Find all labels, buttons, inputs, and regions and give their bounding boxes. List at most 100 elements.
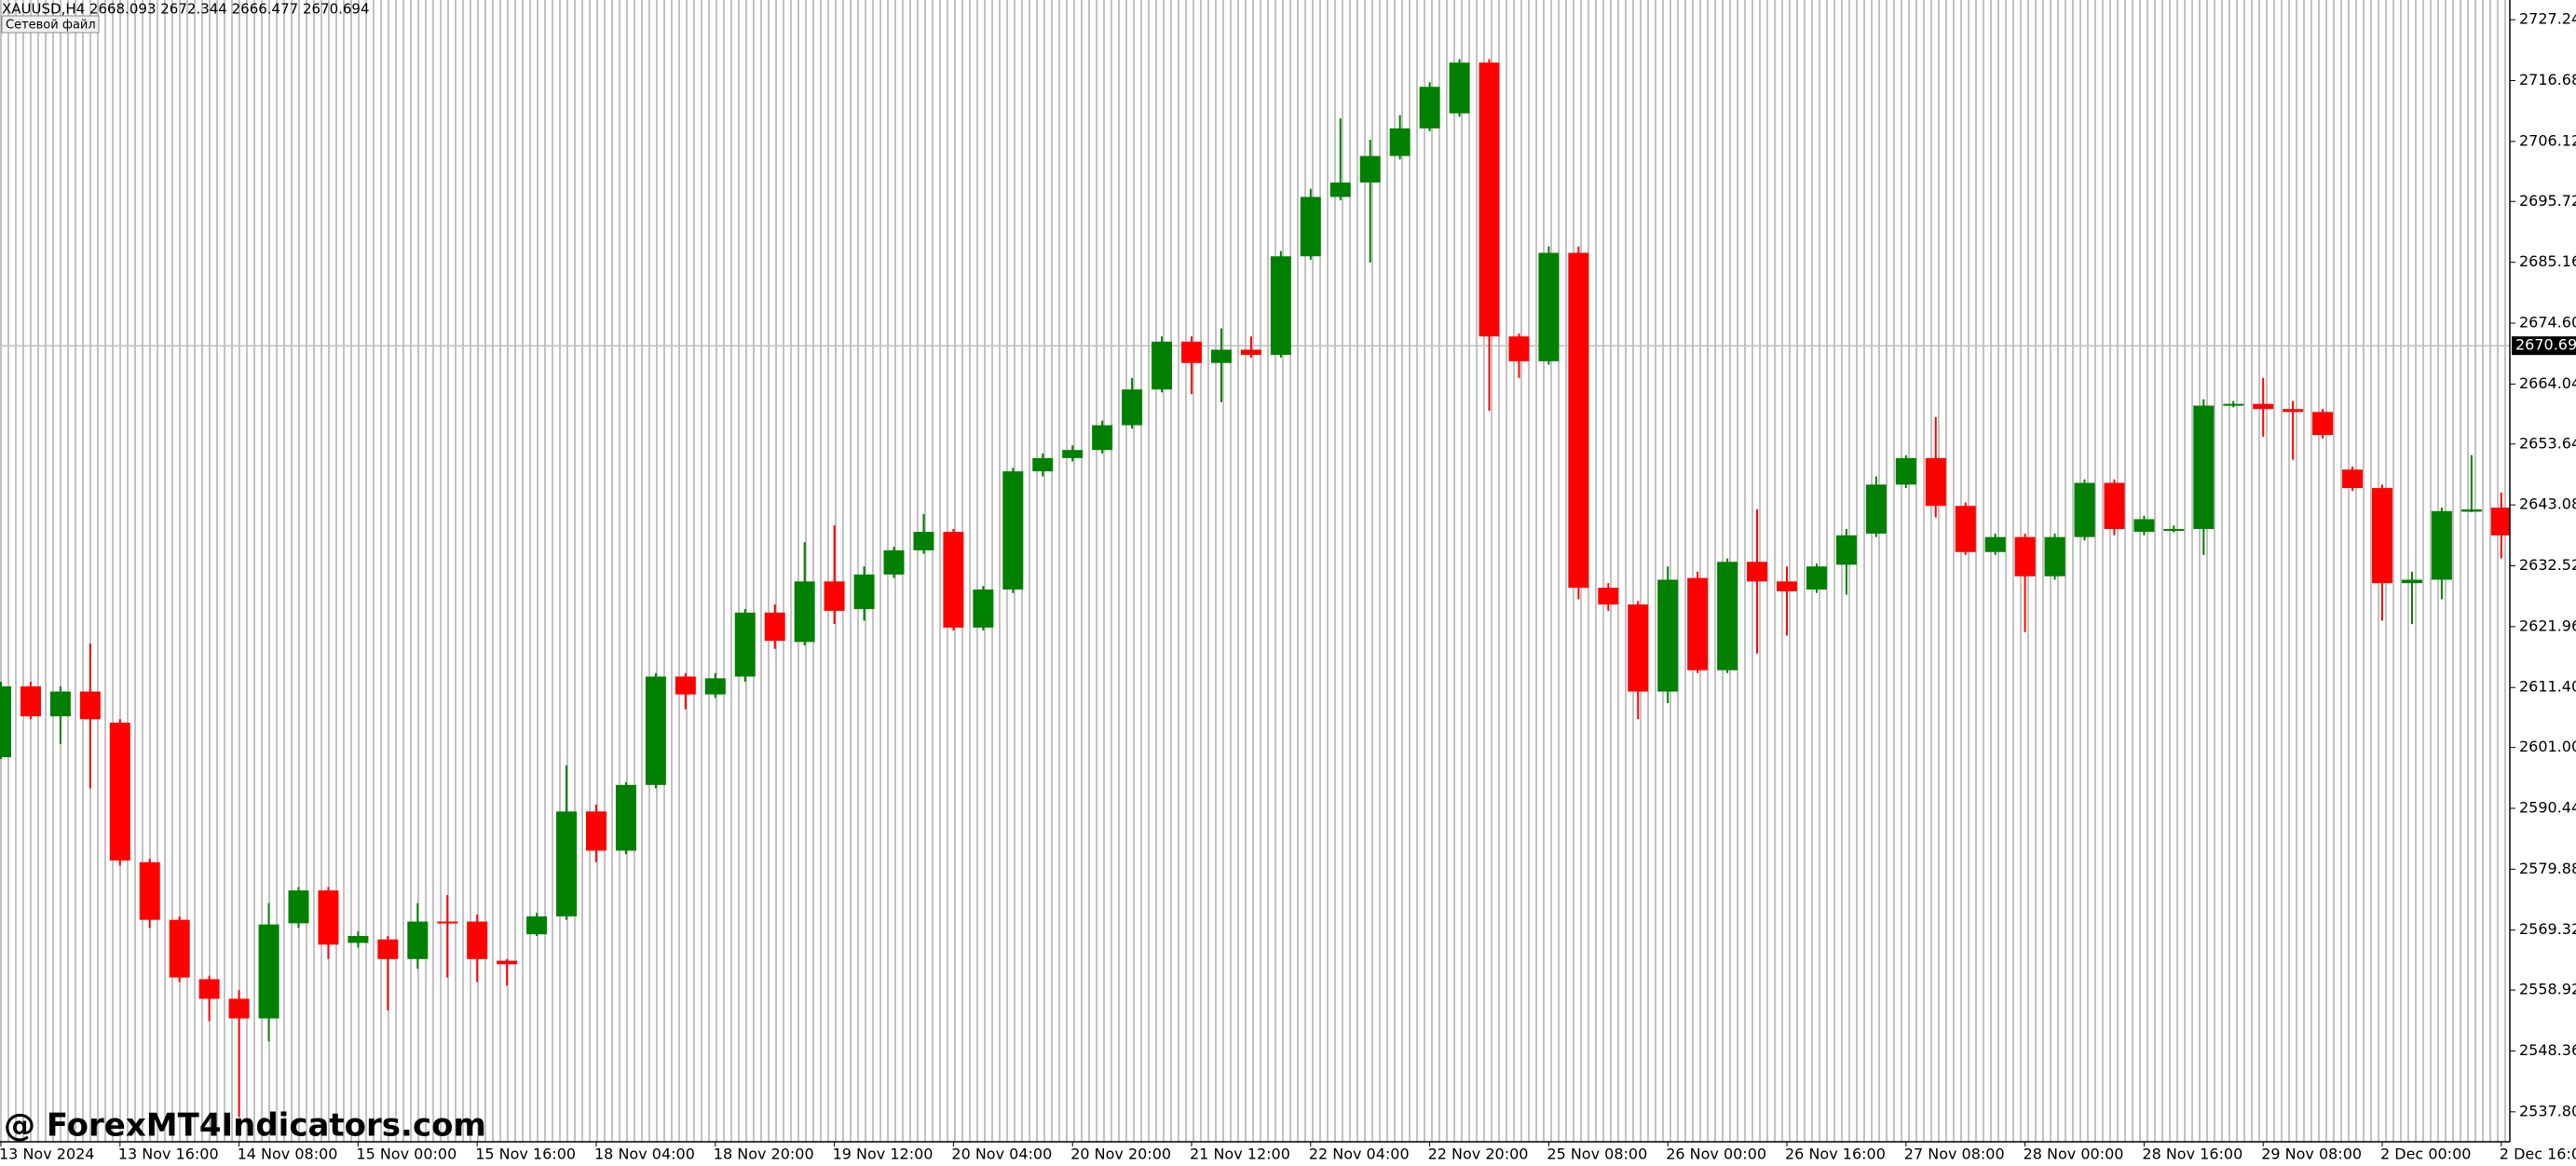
candle-body: [1865, 484, 1887, 534]
candle-body: [348, 936, 369, 943]
candle-body: [1032, 457, 1054, 472]
candle-body: [615, 784, 636, 851]
y-tick-label: 2674.600: [2519, 314, 2576, 332]
candle-body: [318, 890, 339, 945]
candle-body: [377, 939, 399, 959]
candle-body: [2014, 536, 2036, 576]
y-tick-label: 2716.680: [2519, 71, 2576, 88]
candle-body: [1598, 588, 1619, 605]
candle-body: [1925, 457, 1946, 507]
x-tick-label: 28 Nov 16:00: [2142, 1146, 2242, 1163]
candle-body: [943, 532, 964, 628]
x-tick-label: 18 Nov 20:00: [714, 1146, 814, 1163]
candle-body: [586, 811, 607, 851]
x-tick-label: 2 Dec 16:00: [2500, 1146, 2576, 1163]
y-tick-label: 2727.240: [2519, 10, 2576, 28]
x-tick-label: 13 Nov 2024: [0, 1146, 94, 1163]
candle-body: [1538, 252, 1560, 361]
x-tick-label: 27 Nov 08:00: [1904, 1146, 2005, 1163]
candle-body: [2490, 508, 2510, 536]
candle-body: [2074, 482, 2095, 537]
x-tick-label: 20 Nov 04:00: [951, 1146, 1052, 1163]
candle-body: [79, 691, 101, 720]
annotation-box: [1, 15, 100, 34]
x-tick-label: 14 Nov 08:00: [238, 1146, 338, 1163]
x-tick-label: 2 Dec 00:00: [2380, 1146, 2471, 1163]
watermark: @ ForexMT4Indicators.com: [4, 1107, 486, 1145]
candle-body: [824, 581, 845, 611]
candle-body: [407, 921, 429, 959]
candle-body: [198, 979, 220, 999]
candle-body: [1062, 450, 1084, 458]
candle-body: [1657, 579, 1679, 692]
candle-body: [913, 532, 934, 550]
candle-body: [556, 811, 578, 916]
candle-body: [1181, 341, 1202, 363]
candle-body: [2431, 510, 2452, 580]
candle-body: [1628, 604, 1649, 692]
candle-body: [2193, 405, 2215, 529]
candle-body: [734, 612, 756, 677]
candle-body: [1984, 536, 2006, 552]
x-tick-label: 29 Nov 08:00: [2261, 1146, 2362, 1163]
candle-body: [1508, 336, 1530, 361]
candle-body: [2253, 403, 2274, 410]
y-tick-label: 2579.880: [2519, 860, 2576, 877]
axis-layer: 2727.240 2716.680 2706.120 2695.720 2685.160…: [0, 10, 2576, 1163]
candle-body: [1806, 566, 1827, 590]
y-tick-label: 2621.960: [2519, 617, 2576, 634]
candle-body: [2223, 403, 2244, 406]
candle-body: [437, 921, 458, 924]
y-tick-label: 2611.400: [2519, 678, 2576, 696]
candle-body: [1717, 562, 1738, 671]
candle-body: [883, 549, 905, 575]
y-tick-label: 2590.440: [2519, 798, 2576, 816]
last-price-box: [2512, 336, 2576, 356]
last-price-label: 2670.694: [2515, 336, 2576, 354]
candle-body: [704, 678, 726, 695]
candle-body: [2312, 412, 2334, 436]
candle-body: [1479, 62, 1500, 337]
candle-body: [2104, 482, 2125, 529]
candle-body: [1152, 341, 1173, 390]
candle-body: [20, 685, 41, 717]
candle-body: [645, 676, 666, 785]
candle-body: [467, 921, 488, 959]
candle-body: [1300, 197, 1321, 257]
candle-body: [169, 919, 190, 978]
candle-body: [1777, 581, 1797, 591]
x-tick-label: 22 Nov 20:00: [1428, 1146, 1529, 1163]
grid-pattern: [0, 0, 2510, 1142]
x-tick-label: 18 Nov 04:00: [594, 1146, 695, 1163]
candle-body: [764, 612, 785, 642]
x-tick-label: 20 Nov 20:00: [1070, 1146, 1171, 1163]
candle-body: [1449, 62, 1470, 114]
candle-body: [258, 924, 279, 1019]
candle-body: [228, 998, 250, 1019]
candle-body: [497, 960, 518, 965]
candle-body: [1359, 156, 1381, 183]
candle-body: [2401, 579, 2422, 584]
candle-body: [2342, 469, 2364, 489]
candle-body: [2133, 519, 2155, 533]
candle-body: [853, 574, 875, 610]
y-tick-label: 2558.920: [2519, 981, 2576, 998]
candle-body: [49, 691, 71, 717]
x-tick-label: 15 Nov 00:00: [356, 1146, 457, 1163]
y-tick-label: 2706.120: [2519, 131, 2576, 149]
y-tick-label: 2695.720: [2519, 192, 2576, 210]
y-tick-label: 2548.360: [2519, 1041, 2576, 1059]
candle-body: [1419, 87, 1440, 129]
candle-body: [1329, 182, 1351, 197]
candle-body: [1002, 471, 1024, 590]
candle-body: [1955, 506, 1976, 552]
x-tick-label: 26 Nov 00:00: [1666, 1146, 1766, 1163]
candle-body: [1835, 535, 1857, 565]
x-tick-label: 22 Nov 04:00: [1309, 1146, 1410, 1163]
y-tick-label: 2569.320: [2519, 920, 2576, 938]
x-tick-label: 21 Nov 12:00: [1190, 1146, 1290, 1163]
candle-body: [0, 685, 11, 758]
candle-body: [2283, 409, 2304, 413]
candle-body: [1895, 457, 1916, 485]
